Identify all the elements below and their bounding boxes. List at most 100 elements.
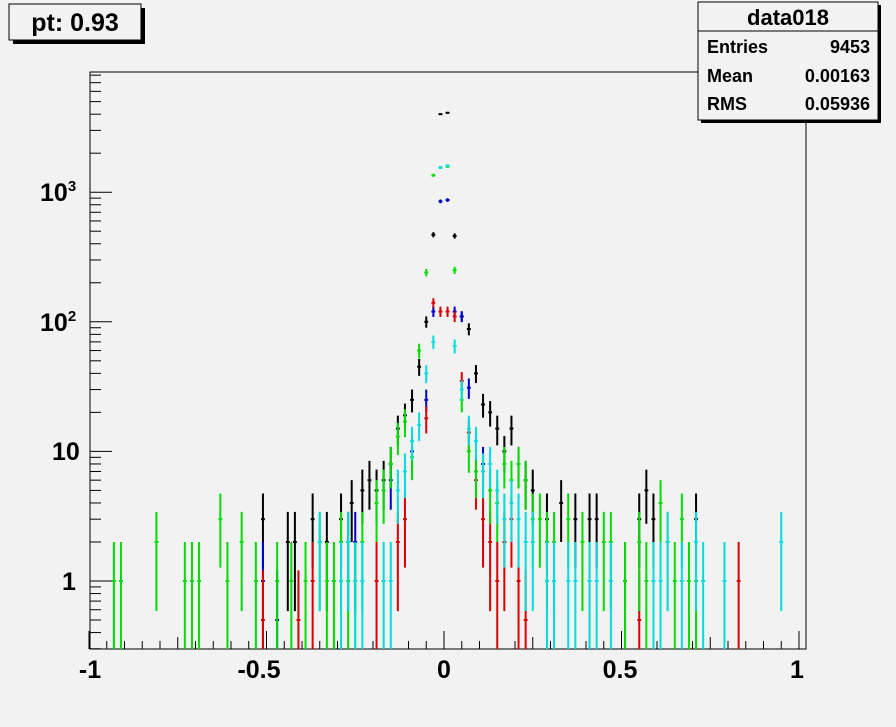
data-point bbox=[431, 173, 436, 177]
data-point bbox=[466, 415, 471, 446]
data-point bbox=[587, 541, 592, 649]
data-point bbox=[644, 469, 649, 524]
data-point bbox=[111, 541, 116, 649]
data-point bbox=[495, 469, 500, 524]
data-point bbox=[623, 541, 628, 649]
data-point bbox=[154, 511, 159, 612]
data-points bbox=[111, 111, 784, 649]
data-point bbox=[317, 511, 322, 612]
data-point bbox=[495, 415, 500, 446]
data-point bbox=[481, 493, 486, 568]
data-point bbox=[303, 541, 308, 649]
data-point bbox=[438, 306, 443, 317]
data-point bbox=[502, 493, 507, 568]
data-point bbox=[537, 493, 542, 568]
data-point bbox=[445, 111, 450, 114]
data-point bbox=[722, 541, 727, 649]
data-point bbox=[509, 480, 514, 542]
data-point bbox=[431, 232, 436, 238]
data-point bbox=[779, 511, 784, 612]
data-point bbox=[694, 511, 699, 612]
data-point bbox=[502, 446, 507, 489]
data-point bbox=[686, 541, 691, 649]
data-point bbox=[253, 541, 258, 649]
data-point bbox=[523, 460, 528, 510]
data-point bbox=[473, 453, 478, 499]
data-point bbox=[189, 541, 194, 649]
x-tick-label: -0.5 bbox=[237, 656, 280, 684]
data-point bbox=[367, 460, 372, 510]
data-point bbox=[402, 409, 407, 438]
data-point bbox=[118, 541, 123, 649]
data-point bbox=[239, 511, 244, 612]
data-point bbox=[658, 541, 663, 649]
data-point bbox=[651, 541, 656, 649]
data-point bbox=[285, 511, 290, 612]
data-point bbox=[552, 541, 557, 649]
data-point bbox=[395, 422, 400, 455]
data-point bbox=[516, 493, 521, 568]
data-point bbox=[544, 541, 549, 649]
data-point bbox=[275, 541, 280, 649]
data-point bbox=[672, 541, 677, 649]
x-tick-label: 1 bbox=[790, 656, 804, 684]
data-point bbox=[424, 316, 429, 328]
data-point bbox=[381, 541, 386, 649]
data-point bbox=[466, 323, 471, 336]
data-point bbox=[374, 480, 379, 542]
data-point bbox=[594, 541, 599, 649]
stats-rms-value: 0.05936 bbox=[805, 94, 870, 114]
data-point bbox=[417, 412, 422, 442]
data-point bbox=[516, 446, 521, 489]
data-point bbox=[608, 541, 613, 649]
data-point bbox=[374, 541, 379, 649]
data-point bbox=[339, 541, 344, 649]
data-point bbox=[353, 541, 358, 649]
stats-title: data018 bbox=[747, 5, 829, 30]
data-point bbox=[466, 378, 471, 399]
data-point bbox=[346, 511, 351, 612]
data-point bbox=[218, 493, 223, 568]
data-point bbox=[679, 541, 684, 649]
data-point bbox=[452, 266, 457, 274]
data-point bbox=[452, 339, 457, 354]
data-point bbox=[495, 541, 500, 649]
stats-box: data018 Entries 9453 Mean 0.00163 RMS 0.… bbox=[697, 1, 881, 123]
plot-frame bbox=[89, 71, 807, 650]
data-point bbox=[289, 541, 294, 649]
data-point bbox=[331, 541, 336, 649]
data-point bbox=[395, 469, 400, 524]
data-point bbox=[438, 199, 443, 204]
y-tick-label: 10 bbox=[52, 438, 80, 466]
x-tick-label: 0.5 bbox=[603, 656, 638, 684]
data-point bbox=[559, 480, 564, 542]
data-point bbox=[388, 541, 393, 649]
data-point bbox=[410, 426, 415, 461]
y-tick-label: 1 bbox=[62, 568, 76, 596]
stats-entries-label: Entries bbox=[707, 37, 768, 57]
data-point bbox=[424, 269, 429, 277]
x-tick-label: -1 bbox=[79, 656, 101, 684]
data-point bbox=[296, 570, 301, 649]
data-point bbox=[438, 113, 443, 116]
data-point bbox=[197, 541, 202, 649]
data-point bbox=[360, 541, 365, 649]
data-point bbox=[566, 541, 571, 649]
data-point bbox=[424, 406, 429, 434]
data-point bbox=[438, 166, 443, 169]
data-point bbox=[523, 511, 528, 612]
data-point bbox=[395, 511, 400, 612]
data-point bbox=[445, 306, 450, 317]
series-4 bbox=[317, 164, 784, 649]
data-point bbox=[637, 511, 642, 612]
data-point bbox=[431, 306, 436, 317]
data-point bbox=[530, 511, 535, 612]
data-point bbox=[410, 389, 415, 413]
data-point bbox=[324, 541, 329, 649]
data-point bbox=[701, 541, 706, 649]
data-point bbox=[736, 541, 741, 649]
data-point bbox=[431, 335, 436, 350]
data-point bbox=[417, 358, 422, 376]
data-point bbox=[481, 453, 486, 499]
